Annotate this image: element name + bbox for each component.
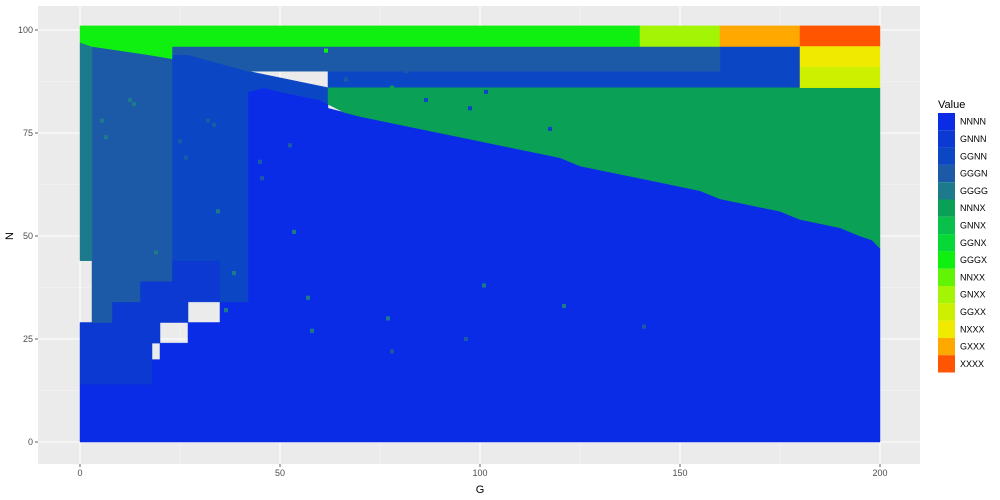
legend-key-gggn (938, 164, 955, 183)
legend-key-nxxx (938, 320, 955, 338)
legend-label-ggxx: GGXX (960, 307, 986, 317)
cell-gggn (178, 139, 182, 144)
legend-key-nnnx (938, 199, 955, 217)
cell-gggg (292, 229, 296, 234)
legend-key-xxxx (938, 355, 955, 373)
cell-gggg (100, 118, 104, 123)
legend-key-gggg (938, 182, 955, 200)
cell-gggg (128, 97, 132, 103)
cell-gggn (258, 159, 262, 164)
legend-label-gggn: GGGN (960, 169, 988, 179)
cell-gggx (324, 48, 328, 53)
cell-gggg (306, 295, 310, 300)
legend-key-gnnx (938, 216, 955, 235)
region-nxxx (799, 46, 881, 68)
cell-gggg (386, 316, 390, 321)
legend-label-nnnn: NNNN (960, 117, 986, 127)
legend-label-nnnx: NNNX (960, 203, 986, 213)
x-tick-label: 50 (275, 468, 285, 478)
region-ggnn (719, 46, 801, 88)
cell-ggnn (548, 126, 552, 131)
cell-gggg (154, 250, 158, 255)
y-tick-label: 50 (23, 231, 33, 241)
legend-label-gnnn: GNNN (960, 134, 987, 144)
y-tick-label: 0 (28, 437, 33, 447)
legend-label-ggnn: GGNN (960, 151, 987, 161)
y-tick-label: 25 (23, 334, 33, 344)
x-tick-label: 200 (872, 468, 887, 478)
legend-key-ggnn (938, 147, 955, 165)
cell-ggnn (424, 97, 428, 103)
cell-gggn (264, 56, 268, 61)
cell-ggnn (484, 89, 488, 94)
heatmap-regions (79, 25, 881, 443)
cell-gggg (562, 303, 566, 309)
cell-gggn (212, 122, 216, 127)
cell-nnnx (390, 85, 394, 90)
legend-key-nnnn (938, 113, 955, 131)
y-tick-label: 100 (18, 25, 33, 35)
legend-label-nxxx: NXXX (960, 324, 985, 334)
heatmap-outlier-cells (100, 48, 646, 354)
x-axis-title: G (476, 484, 485, 496)
y-axis: 0 25 50 75 100 (18, 25, 38, 447)
region-gxxx (719, 25, 801, 47)
cell-gggg (216, 209, 220, 214)
cell-gggn (642, 324, 646, 329)
legend-label-nnxx: NNXX (960, 272, 985, 282)
legend-label-xxxx: XXXX (960, 359, 984, 369)
region-gnxx (639, 25, 721, 47)
legend-key-ggnx (938, 234, 955, 252)
legend-label-gxxx: GXXX (960, 342, 985, 352)
legend-label-gggx: GGGX (960, 255, 987, 265)
legend-key-ggxx (938, 303, 955, 321)
cell-gggn (288, 143, 292, 148)
legend: Value NNNN GNNN GGNN GGGN GGGG NNNX GNNX GGNX GG… (938, 99, 988, 373)
cell-gggg (482, 283, 486, 288)
cell-gggg (232, 271, 236, 276)
region-nnnx (327, 87, 881, 250)
legend-label-ggnx: GGNX (960, 238, 987, 248)
region-xxxx (799, 25, 881, 47)
region-gggg (79, 42, 93, 261)
cell-gggg (310, 328, 314, 333)
y-axis-title: N (4, 232, 16, 240)
legend-key-gnxx (938, 286, 955, 304)
legend-label-gggg: GGGG (960, 186, 988, 196)
cell-gggn (390, 349, 394, 354)
x-axis: 0 50 100 150 200 (77, 464, 888, 478)
cell-gggn (344, 77, 348, 82)
cell-gggn (206, 118, 210, 123)
legend-label-gnxx: GNXX (960, 290, 986, 300)
legend-key-gnnn (938, 130, 955, 148)
cell-gggn (184, 155, 188, 160)
cell-ggnn (468, 106, 472, 111)
legend-title: Value (938, 99, 965, 111)
legend-key-nnxx (938, 268, 955, 286)
region-ggxx (799, 66, 881, 88)
region-gggx (79, 25, 641, 60)
x-tick-label: 0 (77, 468, 82, 478)
x-tick-label: 150 (672, 468, 687, 478)
cell-gggg (132, 102, 136, 107)
legend-key-gggx (938, 251, 955, 269)
cell-gggg (224, 308, 228, 313)
y-tick-label: 75 (23, 128, 33, 138)
legend-key-gxxx (938, 337, 955, 356)
cell-gggn (404, 69, 408, 74)
cell-gggg (104, 135, 108, 140)
x-tick-label: 100 (472, 468, 487, 478)
cell-gggn (464, 336, 468, 342)
legend-label-gnnx: GNNX (960, 220, 986, 230)
cell-gggn (260, 176, 264, 181)
